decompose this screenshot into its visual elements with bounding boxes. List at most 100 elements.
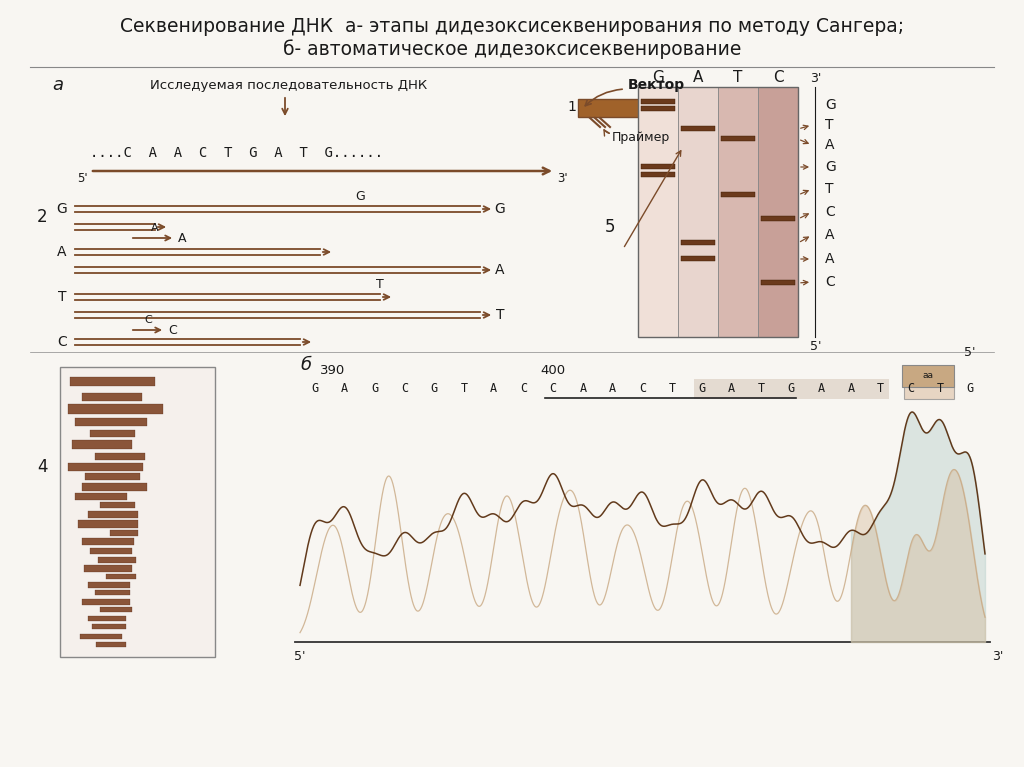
Text: C: C bbox=[57, 335, 67, 349]
Text: A: A bbox=[57, 245, 67, 259]
Bar bbox=[95, 453, 145, 460]
Text: 5': 5' bbox=[965, 345, 976, 358]
Text: C: C bbox=[520, 383, 527, 396]
Text: A: A bbox=[728, 383, 735, 396]
Bar bbox=[681, 126, 715, 131]
Text: G: G bbox=[825, 98, 836, 112]
Bar bbox=[75, 493, 127, 500]
Bar bbox=[721, 136, 755, 141]
Text: 5': 5' bbox=[77, 173, 87, 186]
Bar bbox=[82, 393, 142, 401]
Bar bbox=[641, 164, 675, 169]
Text: 400: 400 bbox=[540, 364, 565, 377]
Bar bbox=[638, 87, 798, 337]
Text: C: C bbox=[773, 70, 783, 84]
Text: б- автоматическое дидезоксисеквенирование: б- автоматическое дидезоксисеквенировани… bbox=[283, 39, 741, 59]
Text: 1: 1 bbox=[567, 100, 577, 114]
Text: аа: аа bbox=[923, 371, 934, 380]
Bar bbox=[78, 520, 138, 528]
Bar bbox=[82, 538, 134, 545]
Bar bbox=[681, 256, 715, 261]
Bar bbox=[718, 87, 758, 337]
Bar bbox=[90, 548, 132, 554]
Text: C: C bbox=[825, 205, 835, 219]
Text: G: G bbox=[652, 70, 664, 84]
Bar bbox=[92, 624, 126, 629]
Text: Праймер: Праймер bbox=[612, 130, 671, 143]
Text: C: C bbox=[144, 315, 152, 325]
Bar bbox=[758, 87, 798, 337]
Text: T: T bbox=[461, 383, 467, 396]
Bar bbox=[68, 463, 143, 471]
Text: T: T bbox=[376, 278, 384, 291]
Text: T: T bbox=[669, 383, 676, 396]
Bar bbox=[88, 511, 138, 518]
Text: G: G bbox=[311, 383, 318, 396]
Bar bbox=[98, 557, 136, 563]
Text: T: T bbox=[496, 308, 504, 322]
Text: а: а bbox=[52, 76, 63, 94]
Text: 5': 5' bbox=[294, 650, 306, 663]
Bar bbox=[761, 216, 795, 221]
Text: C: C bbox=[907, 383, 914, 396]
Bar bbox=[96, 642, 126, 647]
Text: A: A bbox=[825, 138, 835, 152]
Text: 390: 390 bbox=[319, 364, 345, 377]
Text: A: A bbox=[693, 70, 703, 84]
Text: 2: 2 bbox=[37, 208, 47, 226]
Bar bbox=[641, 106, 675, 111]
Bar bbox=[82, 599, 130, 605]
Bar bbox=[902, 365, 954, 387]
Bar bbox=[95, 590, 130, 595]
Text: A: A bbox=[490, 383, 498, 396]
Text: 3': 3' bbox=[557, 173, 567, 186]
Text: T: T bbox=[825, 118, 834, 132]
Text: A: A bbox=[152, 223, 159, 233]
Text: C: C bbox=[400, 383, 408, 396]
Text: T: T bbox=[878, 383, 885, 396]
Text: C: C bbox=[639, 383, 646, 396]
Bar bbox=[904, 379, 954, 399]
Text: A: A bbox=[496, 263, 505, 277]
Bar bbox=[110, 530, 138, 536]
Text: Секвенирование ДНК  а- этапы дидезоксисеквенирования по методу Сангера;: Секвенирование ДНК а- этапы дидезоксисек… bbox=[120, 18, 904, 37]
Bar bbox=[678, 87, 718, 337]
Text: 5': 5' bbox=[810, 341, 821, 354]
Text: G: G bbox=[825, 160, 836, 174]
Bar bbox=[638, 87, 678, 337]
Text: 5: 5 bbox=[605, 218, 615, 236]
Bar bbox=[88, 616, 126, 621]
Text: ....C  A  A  C  T  G  A  T  G......: ....C A A C T G A T G...... bbox=[90, 146, 383, 160]
Text: G: G bbox=[355, 190, 365, 203]
Text: T: T bbox=[937, 383, 944, 396]
Text: A: A bbox=[580, 383, 587, 396]
Text: A: A bbox=[825, 252, 835, 266]
Text: G: G bbox=[698, 383, 706, 396]
Bar bbox=[88, 582, 130, 588]
Bar bbox=[70, 377, 155, 386]
Text: T: T bbox=[825, 182, 834, 196]
Text: T: T bbox=[758, 383, 765, 396]
Bar bbox=[578, 99, 650, 117]
Text: C: C bbox=[825, 275, 835, 289]
Bar bbox=[84, 565, 132, 572]
Text: G: G bbox=[430, 383, 437, 396]
Text: A: A bbox=[817, 383, 824, 396]
Bar bbox=[75, 418, 147, 426]
Text: A: A bbox=[341, 383, 348, 396]
Bar bbox=[681, 240, 715, 245]
Bar bbox=[90, 430, 135, 437]
Bar bbox=[641, 99, 675, 104]
Bar bbox=[85, 473, 140, 480]
Bar bbox=[72, 440, 132, 449]
Text: G: G bbox=[495, 202, 506, 216]
Bar bbox=[106, 574, 136, 579]
Bar bbox=[68, 404, 163, 414]
Text: Вектор: Вектор bbox=[628, 78, 685, 92]
Bar bbox=[60, 367, 215, 657]
Text: A: A bbox=[178, 232, 186, 245]
Text: T: T bbox=[733, 70, 742, 84]
Bar bbox=[641, 172, 675, 177]
Bar bbox=[694, 379, 889, 399]
Text: G: G bbox=[967, 383, 974, 396]
